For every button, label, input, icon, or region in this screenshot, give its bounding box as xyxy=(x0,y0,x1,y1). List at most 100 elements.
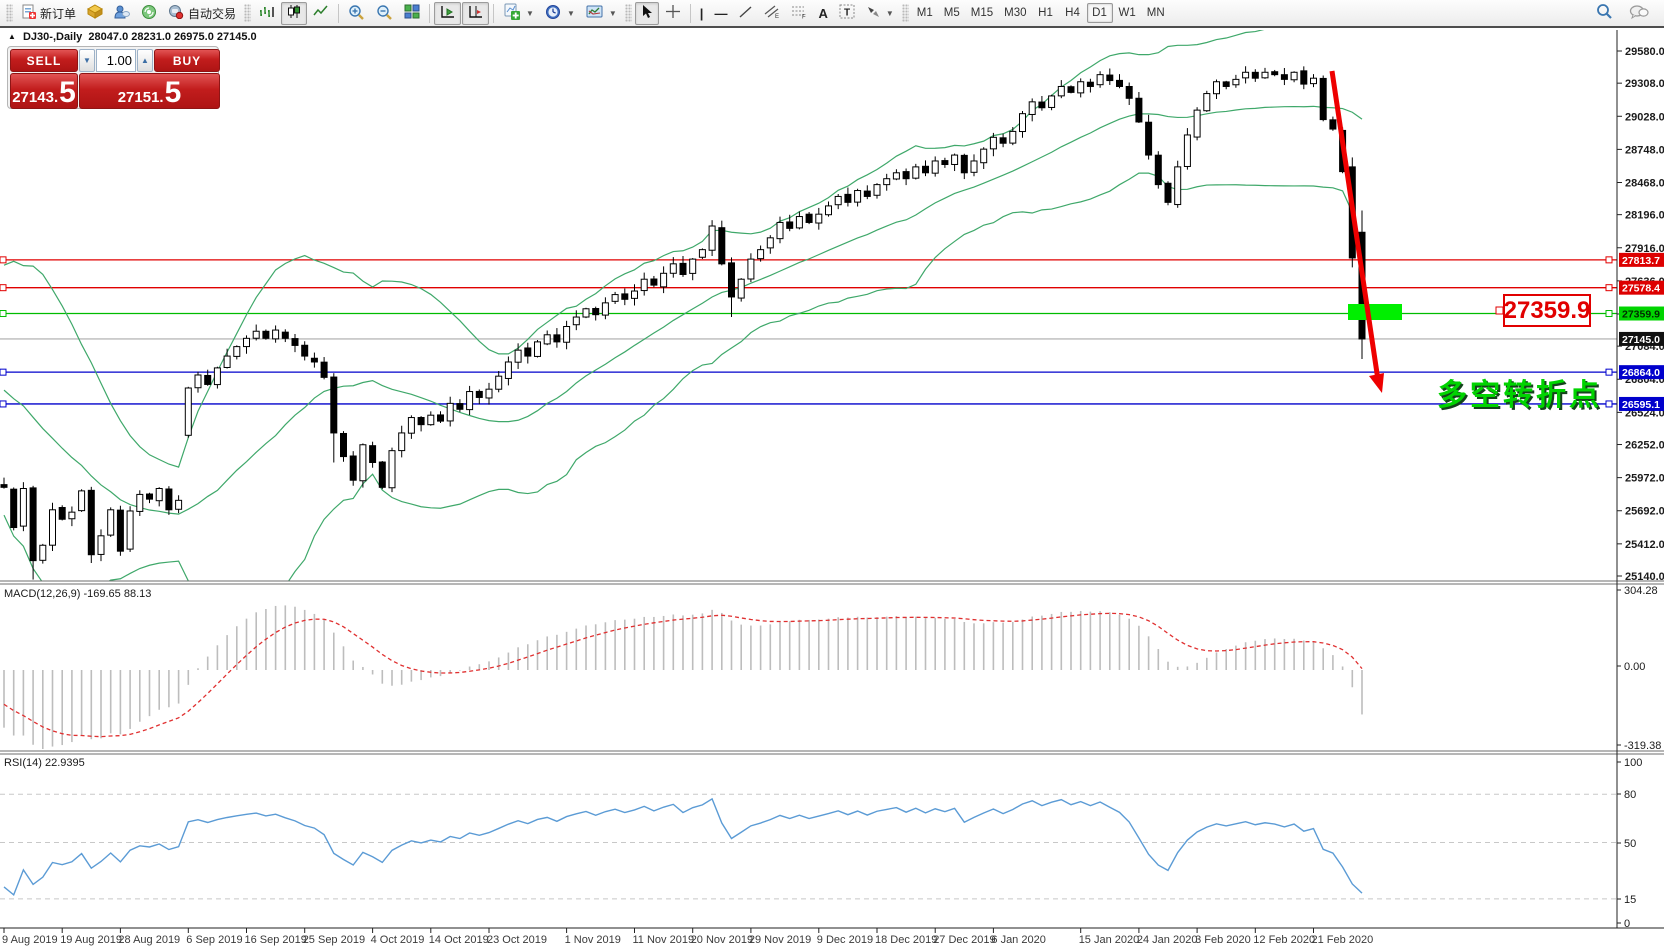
svg-text:F: F xyxy=(802,15,806,20)
timeframe-h1-button[interactable]: H1 xyxy=(1033,3,1059,23)
zoom-out-button[interactable] xyxy=(371,2,398,25)
svg-text:21 Feb 2020: 21 Feb 2020 xyxy=(1312,934,1374,946)
auto-trading-button[interactable]: 自动交易 xyxy=(163,2,241,25)
svg-text:0: 0 xyxy=(1624,918,1630,930)
rsi-label: RSI(14) 22.9395 xyxy=(4,757,85,769)
cursor-icon xyxy=(640,4,654,22)
timeframe-h4-button[interactable]: H4 xyxy=(1060,3,1086,23)
zoom-in-button[interactable] xyxy=(343,2,370,25)
new-order-button[interactable]: 新订单 xyxy=(16,2,81,25)
svg-text:T: T xyxy=(844,8,850,19)
timeframe-w1-button[interactable]: W1 xyxy=(1114,3,1141,23)
zoom-in-icon xyxy=(348,4,365,23)
sell-price-big: 5 xyxy=(59,76,76,109)
turning-point-annotation[interactable]: 多空转折点 xyxy=(1437,379,1602,412)
toolbar-grip[interactable] xyxy=(6,4,13,22)
market-watch-button[interactable] xyxy=(82,2,108,25)
toolbar-grip[interactable] xyxy=(624,4,632,22)
sell-price-button[interactable]: 27143. 5 xyxy=(10,73,78,109)
dropdown-caret-icon: ▼ xyxy=(608,8,617,18)
svg-text:29028.0: 29028.0 xyxy=(1625,111,1664,123)
svg-text:E: E xyxy=(775,14,779,19)
person-cloud-icon xyxy=(114,4,131,22)
gold-cube-icon xyxy=(87,4,104,22)
svg-text:29580.0: 29580.0 xyxy=(1625,46,1664,58)
chat-button[interactable] xyxy=(1624,2,1654,25)
search-icon xyxy=(1595,3,1613,23)
trend-arrow[interactable] xyxy=(1329,70,1384,393)
new-chart-button[interactable]: ▼ xyxy=(498,2,539,25)
svg-text:25 Sep 2019: 25 Sep 2019 xyxy=(303,934,365,946)
text-tool-button[interactable]: A xyxy=(813,2,832,25)
bar-chart-button[interactable] xyxy=(254,2,280,25)
line-chart-button[interactable] xyxy=(308,2,334,25)
toolbar: 新订单 自动交易 xyxy=(0,0,1664,28)
svg-text:15 Jan 2020: 15 Jan 2020 xyxy=(1079,934,1140,946)
buy-button[interactable]: BUY xyxy=(154,49,220,72)
svg-text:15: 15 xyxy=(1624,894,1636,906)
line-chart-icon xyxy=(313,4,329,22)
svg-text:27813.7: 27813.7 xyxy=(1622,255,1660,267)
signals-button[interactable] xyxy=(136,2,162,25)
cursor-tool-button[interactable] xyxy=(634,1,659,25)
buy-price-button[interactable]: 27151. 5 xyxy=(79,73,220,109)
chart-shift-button[interactable] xyxy=(462,1,490,25)
horizontal-line-tool-button[interactable]: — xyxy=(709,2,732,25)
buy-price-big: 5 xyxy=(164,76,182,109)
price-callout-box[interactable]: 27359.9 xyxy=(1503,294,1591,327)
arrows-tool-button[interactable]: ▼ xyxy=(861,2,899,25)
text-icon: A xyxy=(818,5,828,21)
rsi-layer xyxy=(0,793,1617,900)
auto-scroll-button[interactable] xyxy=(434,1,462,25)
trendline-tool-button[interactable] xyxy=(733,2,758,25)
channel-tool-button[interactable]: E xyxy=(759,2,785,25)
timeframe-m5-button[interactable]: M5 xyxy=(939,3,965,23)
svg-text:25412.0: 25412.0 xyxy=(1625,539,1664,551)
tile-windows-button[interactable] xyxy=(399,2,425,25)
sell-price-main: 27143 xyxy=(12,89,54,106)
chart-template-button[interactable]: ▼ xyxy=(581,2,622,25)
svg-text:12 Feb 2020: 12 Feb 2020 xyxy=(1253,934,1315,946)
svg-text:3 Feb 2020: 3 Feb 2020 xyxy=(1195,934,1251,946)
auto-scroll-icon xyxy=(439,4,456,23)
new-chart-icon xyxy=(503,3,521,23)
new-order-label: 新订单 xyxy=(40,6,77,21)
mql5-community-button[interactable] xyxy=(109,2,135,25)
svg-text:26595.1: 26595.1 xyxy=(1622,399,1660,411)
search-button[interactable] xyxy=(1590,2,1618,25)
svg-text:304.28: 304.28 xyxy=(1624,585,1658,597)
symbol-title: ▲ DJ30-,Daily 28047.0 28231.0 26975.0 27… xyxy=(8,31,257,43)
timeframe-m30-button[interactable]: M30 xyxy=(999,3,1031,23)
tile-windows-icon xyxy=(404,4,420,22)
toolbar-grip[interactable] xyxy=(901,4,909,22)
svg-text:27916.0: 27916.0 xyxy=(1625,243,1664,255)
fibonacci-tool-button[interactable]: F xyxy=(786,2,812,25)
svg-text:27145.0: 27145.0 xyxy=(1622,334,1660,346)
volume-down-button[interactable]: ▼ xyxy=(79,49,95,72)
vertical-line-tool-button[interactable]: | xyxy=(695,2,709,25)
sell-button[interactable]: SELL xyxy=(10,49,78,72)
toolbar-grip[interactable] xyxy=(244,4,252,22)
volume-input[interactable] xyxy=(96,49,136,72)
volume-up-button[interactable]: ▲ xyxy=(137,49,153,72)
text-label-icon: T xyxy=(839,4,855,22)
svg-text:28748.0: 28748.0 xyxy=(1625,144,1664,156)
sell-price-dot: . xyxy=(53,89,59,106)
timeframe-m15-button[interactable]: M15 xyxy=(966,3,998,23)
period-clock-button[interactable]: ▼ xyxy=(540,2,580,25)
timeframe-mn-button[interactable]: MN xyxy=(1142,3,1170,23)
timeframe-m1-button[interactable]: M1 xyxy=(912,3,938,23)
expand-marker-icon[interactable]: ▲ xyxy=(8,32,16,41)
macd-layer xyxy=(3,605,1363,749)
timeframe-d1-button[interactable]: D1 xyxy=(1086,3,1113,23)
signal-icon xyxy=(141,4,157,22)
highlight-rect[interactable] xyxy=(1348,304,1402,320)
dropdown-caret-icon: ▼ xyxy=(885,8,894,18)
indicator-axes: 304.28 0.00 -319.38 100 80 50 15 0 xyxy=(1617,585,1661,930)
svg-text:24 Jan 2020: 24 Jan 2020 xyxy=(1137,934,1198,946)
candlestick-chart-button[interactable] xyxy=(281,1,308,25)
text-label-tool-button[interactable]: T xyxy=(834,2,860,25)
svg-text:28196.0: 28196.0 xyxy=(1625,210,1664,222)
crosshair-tool-button[interactable] xyxy=(660,2,686,25)
